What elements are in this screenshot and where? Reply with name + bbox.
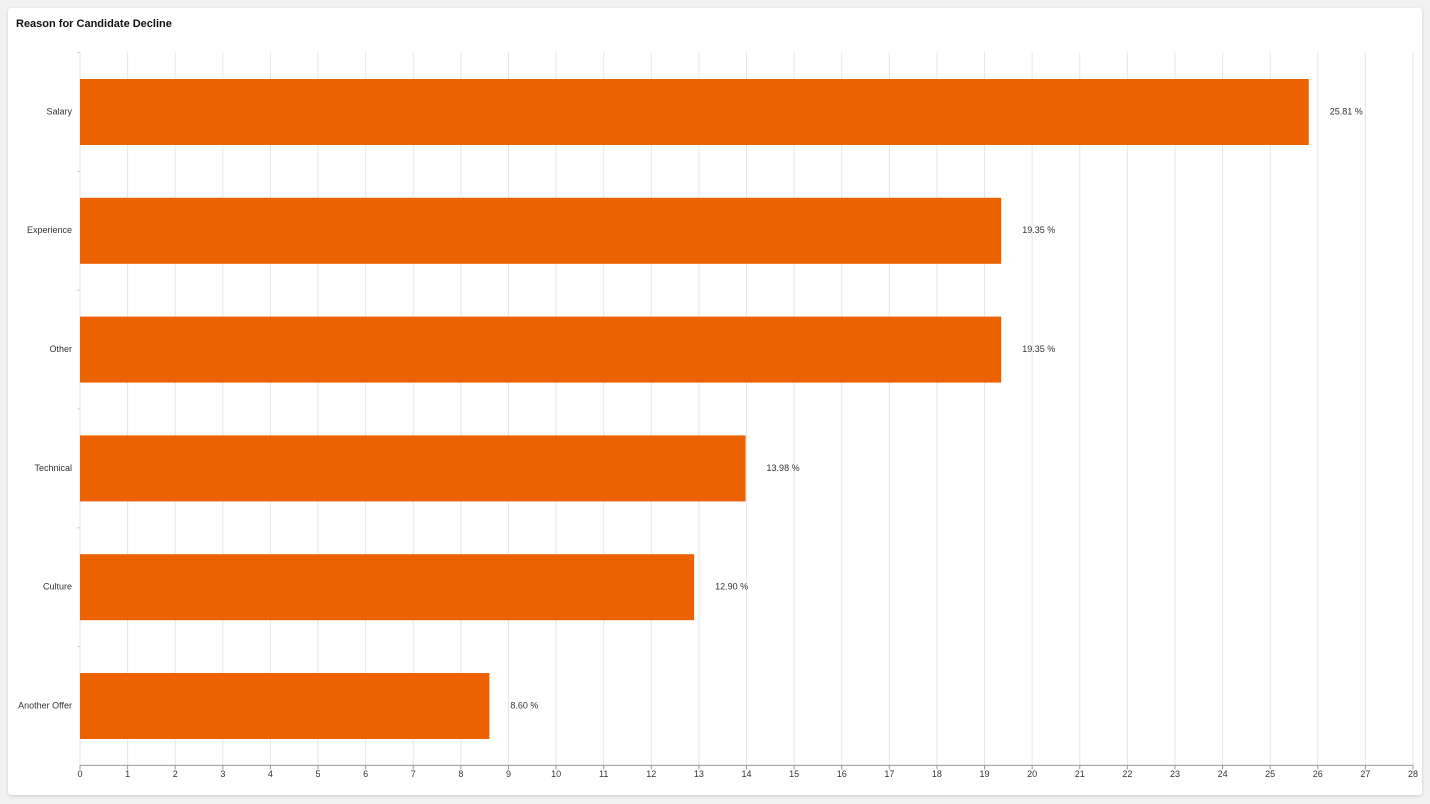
x-tick-label: 18 [932,769,942,779]
bar [80,435,746,502]
value-label: 13.98 % [767,463,800,473]
value-label: 8.60 % [510,700,538,710]
x-tick-label: 28 [1408,769,1418,779]
y-tick-label: Salary [46,106,72,116]
x-tick-label: 15 [789,769,799,779]
x-tick-label: 27 [1360,769,1370,779]
bar [80,197,1002,264]
x-tick-label: 11 [599,769,608,779]
x-tick-label: 21 [1075,769,1085,779]
y-tick-label: Culture [43,582,72,592]
bar [80,316,1002,383]
x-tick-label: 14 [741,769,751,779]
x-tick-label: 16 [837,769,847,779]
x-tick-label: 3 [220,769,225,779]
x-tick-label: 20 [1027,769,1037,779]
value-label: 25.81 % [1330,106,1363,116]
y-tick-label: Experience [27,225,72,235]
bar [80,673,490,739]
x-tick-label: 7 [411,769,416,779]
value-label: 19.35 % [1022,344,1055,354]
x-tick-label: 10 [551,769,561,779]
x-tick-label: 26 [1313,769,1323,779]
x-tick-label: 5 [316,769,321,779]
x-tick-label: 2 [173,769,178,779]
bar [80,79,1309,145]
x-tick-label: 1 [125,769,130,779]
x-tick-label: 9 [506,769,511,779]
x-tick-label: 23 [1170,769,1180,779]
x-tick-label: 4 [268,769,273,779]
x-tick-label: 6 [363,769,368,779]
x-tick-label: 13 [694,769,704,779]
value-label: 19.35 % [1022,225,1055,235]
x-tick-label: 22 [1122,769,1132,779]
y-tick-label: Technical [34,463,72,473]
chart-title: Reason for Candidate Decline [16,18,172,30]
x-tick-label: 8 [458,769,463,779]
x-tick-label: 17 [884,769,894,779]
x-tick-label: 24 [1218,769,1228,779]
y-tick-label: Another Offer [18,700,72,710]
value-label: 12.90 % [715,582,748,592]
bar [80,554,695,621]
x-tick-label: 19 [980,769,990,779]
x-tick-label: 25 [1265,769,1275,779]
x-tick-label: 12 [646,769,656,779]
x-tick-label: 0 [77,769,82,779]
y-tick-label: Other [49,344,72,354]
